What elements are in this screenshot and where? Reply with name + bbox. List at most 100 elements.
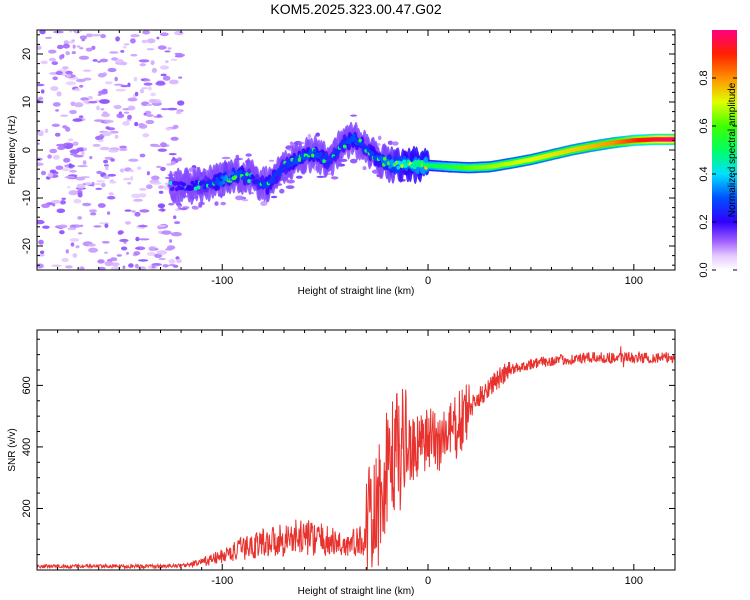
noise-blob bbox=[49, 148, 58, 154]
noise-blob bbox=[160, 108, 169, 111]
noise-blob bbox=[178, 76, 183, 79]
noise-blob bbox=[79, 266, 85, 270]
noise-blob bbox=[55, 71, 63, 75]
snr-y-tick-label-1: 200 bbox=[21, 499, 33, 517]
noise-blob bbox=[107, 67, 117, 73]
noise-blob bbox=[168, 153, 177, 156]
noise-blob bbox=[139, 209, 150, 213]
noise-blob bbox=[79, 35, 88, 40]
colorbar-ticks bbox=[712, 77, 737, 271]
noise-blob bbox=[316, 175, 326, 178]
noise-blob bbox=[134, 91, 139, 97]
noise-blob bbox=[77, 192, 83, 198]
noise-blob bbox=[172, 124, 179, 129]
spec-x-tick-label-3: 100 bbox=[625, 275, 643, 287]
noise-blob bbox=[101, 112, 111, 118]
noise-blob bbox=[157, 148, 167, 152]
noise-blob bbox=[97, 139, 104, 143]
noise-blob bbox=[56, 143, 67, 147]
ridge-mid bbox=[265, 186, 270, 195]
ridge-core bbox=[415, 163, 420, 168]
noise-blob bbox=[160, 166, 166, 172]
noise-blob bbox=[131, 210, 136, 213]
noise-blob bbox=[83, 77, 92, 81]
ridge-core bbox=[333, 148, 338, 153]
noise-blob bbox=[159, 32, 169, 37]
noise-blob bbox=[270, 195, 278, 199]
spec-y-tick-label-5: 20 bbox=[21, 48, 33, 60]
noise-blob bbox=[120, 246, 128, 251]
colorbar: 0.0 0.2 0.4 0.6 0.8 Normalized spectral … bbox=[698, 30, 738, 278]
noise-blob bbox=[59, 54, 63, 60]
noise-blob bbox=[81, 151, 85, 157]
noise-blob bbox=[82, 160, 87, 166]
noise-blob bbox=[170, 160, 176, 165]
noise-blob bbox=[107, 211, 111, 215]
snr-y-tick-label-2: 400 bbox=[21, 438, 33, 456]
noise-blob bbox=[70, 152, 78, 156]
noise-blob bbox=[97, 60, 102, 63]
noise-blob bbox=[37, 142, 40, 145]
noise-blob bbox=[134, 263, 139, 269]
noise-blob bbox=[56, 208, 66, 214]
ridge-core bbox=[322, 159, 326, 164]
noise-blob bbox=[139, 153, 146, 158]
noise-blob bbox=[160, 73, 167, 77]
noise-blob bbox=[101, 182, 106, 188]
noise-blob bbox=[168, 202, 175, 206]
noise-blob bbox=[135, 236, 140, 242]
noise-blob bbox=[103, 119, 114, 123]
noise-blob bbox=[157, 203, 166, 209]
noise-blob bbox=[102, 175, 110, 179]
noise-blob bbox=[51, 199, 61, 204]
noise-blob bbox=[150, 60, 155, 66]
spec-y-tick-label-1: -20 bbox=[21, 238, 33, 254]
noise-blob bbox=[126, 251, 129, 255]
noise-blob bbox=[168, 259, 176, 264]
noise-blob bbox=[47, 154, 52, 159]
noise-blob bbox=[150, 92, 156, 97]
ridge-core bbox=[313, 148, 317, 153]
colorbar-label: Normalized spectral amplitude bbox=[727, 82, 738, 217]
snr-y-tick-label-3: 600 bbox=[21, 376, 33, 394]
noise-blob bbox=[99, 58, 108, 63]
ridge-core bbox=[379, 155, 384, 160]
noise-blob bbox=[56, 91, 62, 97]
noise-blob bbox=[41, 203, 50, 208]
noise-blob bbox=[279, 188, 285, 194]
noise-blob bbox=[69, 169, 77, 173]
noise-blob bbox=[40, 250, 45, 255]
noise-blob bbox=[52, 76, 58, 81]
noise-blob bbox=[68, 163, 73, 168]
noise-blob bbox=[69, 109, 77, 115]
noise-blob bbox=[315, 132, 321, 137]
noise-blob bbox=[40, 170, 47, 176]
noise-blob bbox=[52, 154, 60, 160]
ridge-core bbox=[325, 155, 330, 160]
noise-blob bbox=[85, 47, 93, 52]
noise-blob bbox=[62, 43, 70, 49]
ridge-core bbox=[360, 142, 365, 147]
noise-blob bbox=[377, 135, 382, 141]
noise-blob bbox=[307, 133, 312, 139]
noise-blob bbox=[95, 187, 103, 190]
ridge-core bbox=[271, 178, 276, 183]
noise-blob bbox=[128, 169, 135, 173]
ridge-core bbox=[353, 136, 357, 141]
noise-blob bbox=[56, 44, 64, 50]
noise-blob bbox=[64, 165, 70, 168]
noise-blob bbox=[151, 175, 160, 181]
noise-blob bbox=[156, 114, 162, 118]
noise-blob bbox=[115, 36, 120, 42]
noise-blob bbox=[72, 44, 76, 49]
noise-blob bbox=[170, 136, 179, 141]
noise-blob bbox=[92, 143, 101, 147]
noise-blob bbox=[52, 203, 56, 207]
ridge-core bbox=[182, 182, 186, 187]
noise-blob bbox=[122, 265, 126, 270]
ridge-core bbox=[297, 157, 302, 162]
noise-blob bbox=[350, 158, 358, 164]
noise-blob bbox=[170, 58, 178, 61]
noise-blob bbox=[65, 126, 71, 132]
